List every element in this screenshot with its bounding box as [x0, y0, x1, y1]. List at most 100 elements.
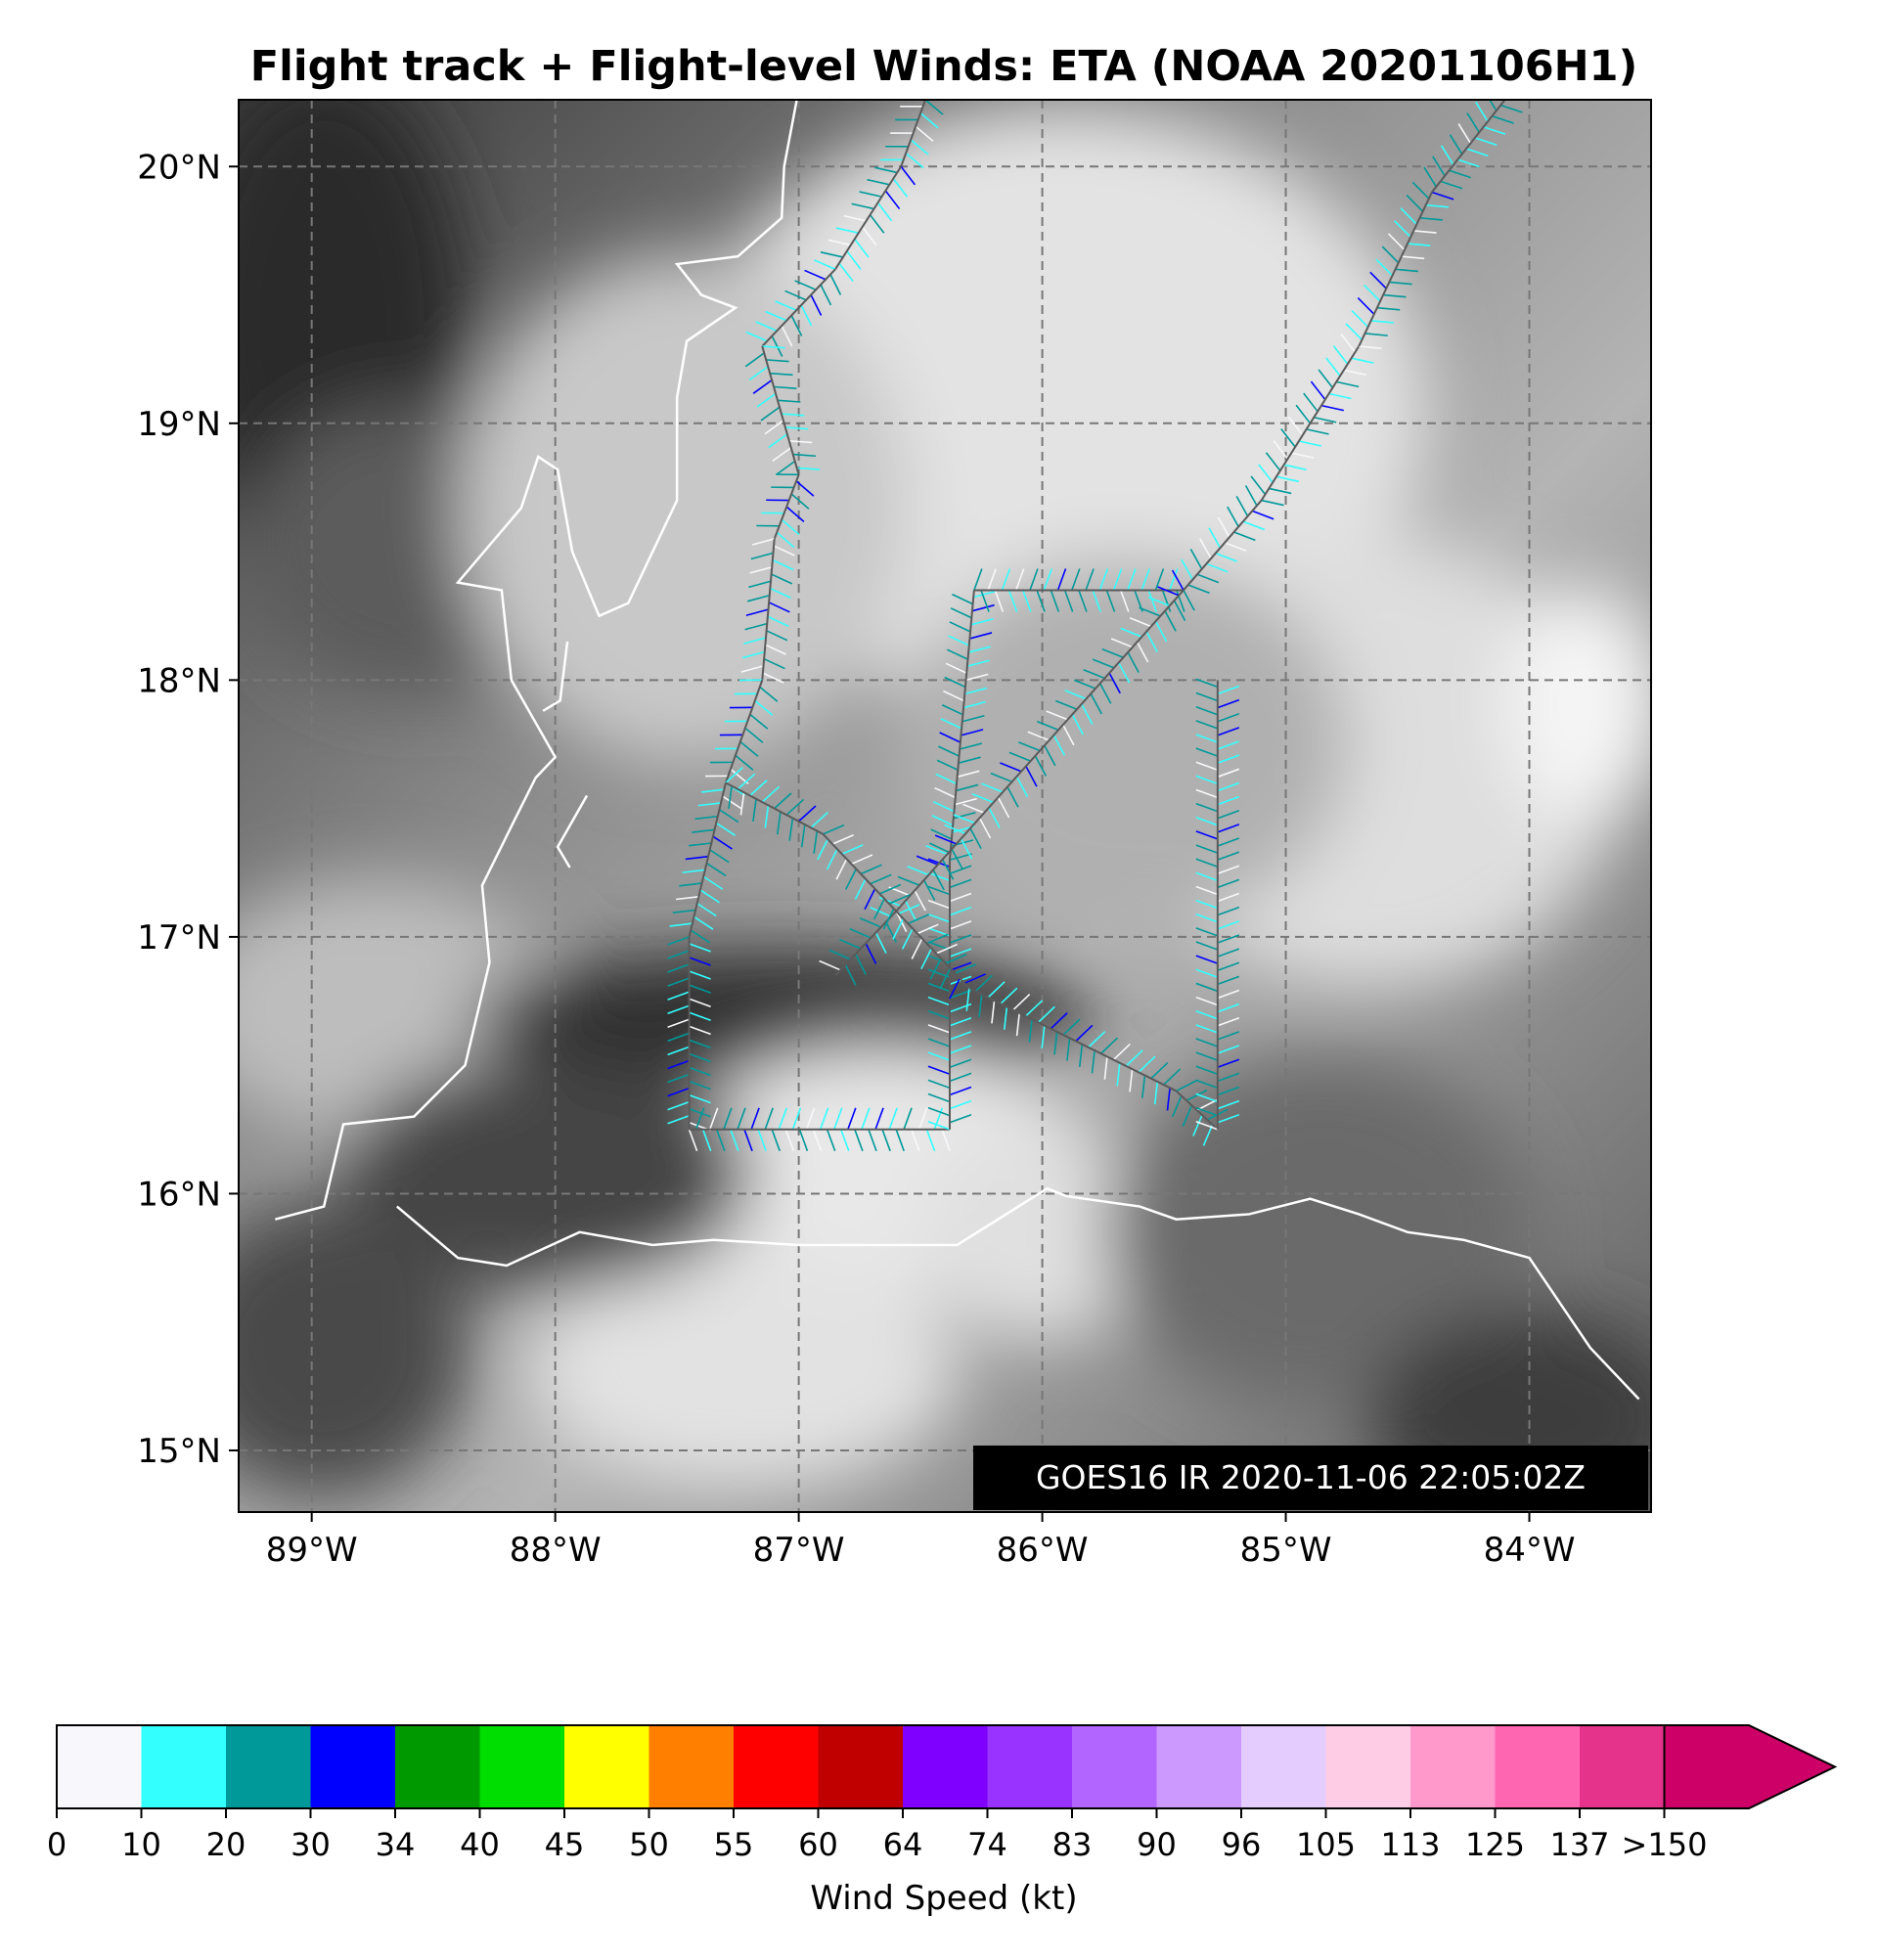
wind-barb: [1171, 1095, 1183, 1118]
longitude-ticks: 89°W 88°W 87°W 86°W 85°W 84°W: [266, 1512, 1576, 1570]
wind-barb: [1217, 948, 1240, 958]
wind-barb: [914, 890, 926, 912]
wind-barb: [1336, 380, 1360, 388]
track-segment: [761, 345, 800, 475]
wind-barb: [845, 869, 857, 890]
timestamp-box: [973, 1446, 1648, 1510]
wind-barb: [1037, 1005, 1055, 1023]
wind-barb: [1217, 1002, 1240, 1013]
wind-barb: [1195, 1079, 1219, 1090]
wind-barb: [1217, 1086, 1240, 1096]
wind-barb: [1217, 989, 1240, 1000]
wind-barb: [1401, 255, 1425, 260]
wind-barb: [933, 1107, 944, 1131]
wind-barb: [749, 566, 773, 574]
colorbar-segment: [1495, 1725, 1580, 1808]
coastline-island: [542, 641, 569, 712]
wind-barb: [1345, 323, 1363, 341]
wind-barb: [774, 792, 792, 810]
colorbar-tick-label: >150: [1622, 1826, 1708, 1863]
wind-barb: [1217, 809, 1240, 820]
wind-barb: [987, 568, 997, 591]
lon-tick-label: 84°W: [1484, 1531, 1576, 1570]
flight-track: [667, 100, 1523, 1152]
wind-barb: [949, 977, 961, 1000]
wind-barb: [881, 1129, 891, 1152]
wind-barb: [1006, 786, 1019, 808]
wind-barb: [1112, 1043, 1131, 1061]
wind-barb: [689, 998, 711, 1007]
wind-barb: [759, 686, 779, 702]
wind-barb: [728, 785, 733, 809]
wind-barb: [739, 792, 745, 816]
wind-barb: [1157, 586, 1180, 597]
wind-barb: [667, 977, 690, 987]
wind-barb: [776, 811, 782, 835]
wind-barb: [1196, 573, 1220, 584]
colorbar-tick-label: 34: [376, 1826, 416, 1863]
wind-barb: [1120, 590, 1130, 612]
wind-barb: [1195, 927, 1219, 937]
wind-barb: [969, 632, 993, 640]
wind-barb: [1217, 768, 1240, 779]
wind-barb: [667, 1046, 690, 1056]
wind-barb: [775, 300, 797, 312]
wind-barb: [682, 869, 705, 873]
wind-barb: [1364, 284, 1381, 302]
wind-barb: [1147, 590, 1158, 612]
track-segment: [968, 987, 1177, 1092]
wind-barb: [1022, 590, 1032, 612]
wind-barb: [1185, 1089, 1208, 1101]
wind-barb: [1376, 306, 1401, 311]
wind-barb: [1224, 542, 1247, 552]
wind-barb: [892, 917, 905, 940]
wind-barb: [785, 506, 805, 523]
track-segment: [761, 268, 836, 347]
wind-barb: [1036, 590, 1046, 612]
wind-barb: [1110, 638, 1134, 648]
wind-barb: [949, 621, 971, 633]
wind-barb: [791, 1107, 802, 1131]
colorbar-tick-label: 50: [629, 1826, 669, 1863]
wind-barb: [1364, 333, 1388, 336]
wind-barb: [1195, 913, 1219, 923]
wind-barb: [885, 921, 898, 943]
wind-barb: [716, 1129, 726, 1152]
wind-barb: [1195, 955, 1219, 964]
wind-barb: [1195, 1038, 1219, 1047]
wind-barb: [781, 413, 805, 417]
wind-barb: [689, 957, 711, 966]
wind-barb: [1474, 137, 1498, 147]
wind-barb: [1127, 651, 1140, 673]
wind-barb: [1440, 145, 1454, 166]
wind-barb: [689, 1025, 711, 1036]
colorbar-segment: [903, 1725, 988, 1808]
wind-barb: [1098, 568, 1109, 591]
wind-barb: [1085, 568, 1095, 591]
graticule: [239, 100, 1651, 1512]
coastline-island: [556, 794, 589, 869]
wind-barb: [944, 676, 966, 689]
wind-barb: [1168, 568, 1179, 591]
wind-barb: [820, 284, 832, 306]
wind-barb: [777, 399, 801, 403]
wind-barb: [1440, 180, 1463, 190]
colorbar-tick-label: 83: [1052, 1826, 1093, 1863]
colorbar-tick-label: 10: [121, 1826, 161, 1863]
colorbar-tick-label: 113: [1380, 1826, 1440, 1863]
wind-barb: [926, 933, 949, 945]
wind-barb: [740, 665, 764, 673]
wind-barb: [1217, 920, 1240, 930]
wind-barb: [790, 315, 803, 336]
lat-tick-label: 20°N: [137, 148, 221, 187]
wind-barb: [688, 1129, 698, 1152]
wind-barb: [1295, 404, 1312, 424]
wind-barb: [1050, 590, 1060, 612]
wind-barb: [939, 967, 952, 990]
wind-barb: [831, 833, 854, 845]
wind-barb: [953, 811, 976, 820]
wind-barb: [1258, 464, 1274, 483]
wind-barb: [739, 740, 759, 757]
wind-barb: [667, 1059, 690, 1070]
